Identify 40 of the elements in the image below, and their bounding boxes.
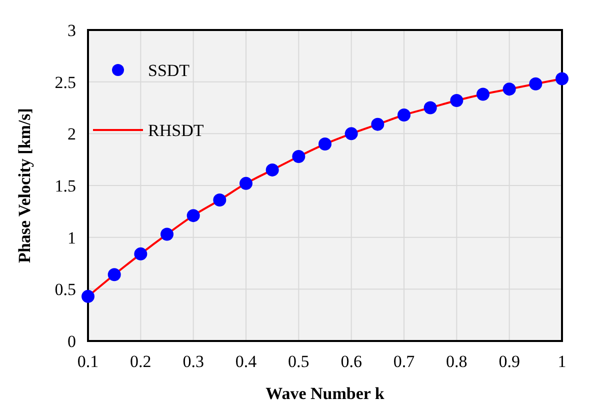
point: [160, 228, 174, 241]
point: [450, 94, 464, 107]
point: [108, 268, 121, 282]
point: [424, 101, 437, 114]
point: [318, 138, 332, 151]
point: [398, 108, 410, 122]
point: [292, 150, 306, 163]
y-tick-label: 2: [68, 124, 76, 144]
y-axis-title: Phase Velocity [km/s]: [15, 108, 34, 263]
x-tick-label: 0.4: [235, 352, 258, 371]
x-tick-label: 0.6: [340, 352, 362, 371]
point: [529, 77, 542, 90]
y-tick-label: 0.5: [54, 280, 76, 300]
point: [213, 194, 226, 207]
x-tick-label: 0.1: [77, 352, 99, 371]
point: [266, 163, 279, 176]
legend-label: RHSDT: [148, 121, 204, 140]
point: [371, 118, 384, 131]
x-tick-label: 0.9: [498, 352, 520, 371]
x-tick-label: 0.3: [182, 352, 204, 371]
x-tick-label: 0.7: [393, 352, 416, 371]
point: [134, 247, 148, 260]
x-tick-label: 0.8: [446, 352, 468, 371]
x-axis-title: Wave Number k: [266, 384, 385, 403]
point: [502, 82, 516, 96]
y-tick-label: 1: [68, 228, 76, 248]
legend-label: SSDT: [148, 61, 190, 80]
x-tick-label: 0.2: [130, 352, 152, 371]
y-tick-label: 1.5: [54, 176, 76, 196]
y-tick-label: 3: [68, 21, 76, 40]
point: [82, 290, 94, 303]
point: [240, 176, 252, 190]
point: [556, 72, 568, 86]
point: [186, 209, 200, 222]
y-tick-label: 2.5: [54, 72, 76, 92]
x-tick-label: 0.5: [288, 352, 310, 371]
y-tick-label: 0: [68, 332, 76, 351]
point: [476, 88, 490, 101]
point: [344, 127, 358, 140]
x-tick-label: 1: [558, 352, 566, 371]
